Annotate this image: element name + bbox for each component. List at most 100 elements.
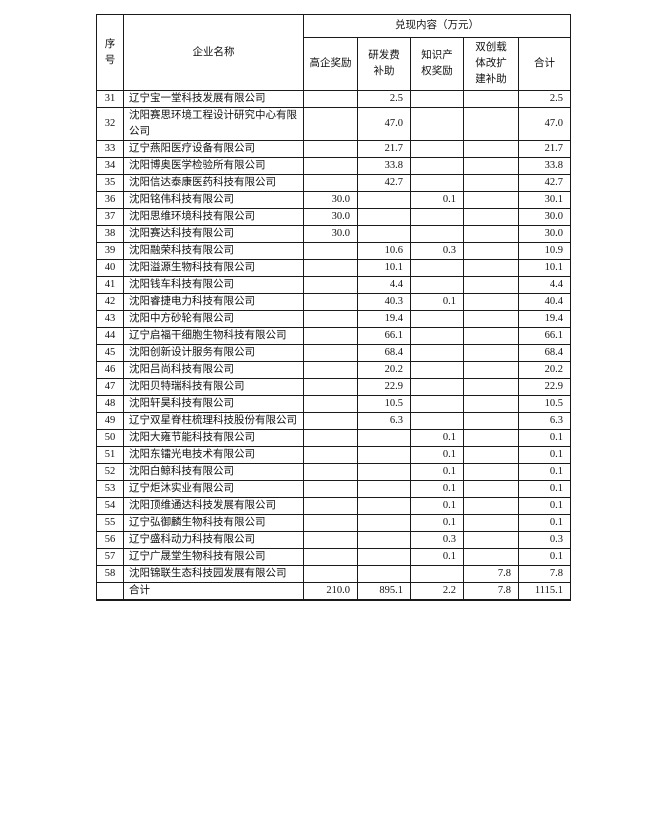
value-cell-3 [463,90,519,108]
value-cell-3 [463,463,519,481]
total-value-cell-1: 895.1 [357,582,411,601]
serial-cell: 39 [96,242,124,260]
serial-cell: 43 [96,310,124,328]
value-cell-1 [357,208,411,226]
table-row-55: 55 辽宁弘御麟生物科技有限公司 0.1 0.1 [96,514,571,532]
value-cell-1: 20.2 [357,361,411,379]
subsidy-table: 序 号 企业名称 兑现内容（万元） 高企奖励 研发费 补助 知识产 权奖励 双创载 体… [96,14,571,601]
serial-cell: 44 [96,327,124,345]
value-cell-0 [303,378,358,396]
serial-cell: 49 [96,412,124,430]
value-cell-1 [357,463,411,481]
header-group-title: 兑现内容（万元） [303,14,571,38]
company-cell: 沈阳东镭光电技术有限公司 [123,446,304,464]
value-cell-3 [463,480,519,498]
value-cell-3 [463,208,519,226]
serial-cell: 35 [96,174,124,192]
value-cell-4: 10.9 [518,242,571,260]
table-row-58: 58 沈阳锦联生态科技园发展有限公司 7.8 7.8 [96,565,571,583]
serial-cell: 50 [96,429,124,447]
table-row-49: 49 辽宁双星脊柱梳理科技股份有限公司 6.3 6.3 [96,412,571,430]
value-cell-2 [410,208,464,226]
value-cell-1: 10.5 [357,395,411,413]
table-row-46: 46 沈阳吕尚科技有限公司 20.2 20.2 [96,361,571,379]
value-cell-2 [410,225,464,243]
total-serial-cell [96,582,124,601]
value-cell-2 [410,259,464,277]
value-cell-0 [303,412,358,430]
table-row-39: 39 沈阳融荣科技有限公司 10.6 0.3 10.9 [96,242,571,260]
company-cell: 沈阳赛思环境工程设计研究中心有限公司 [123,107,304,141]
table-row-47: 47 沈阳贝特瑞科技有限公司 22.9 22.9 [96,378,571,396]
company-cell: 沈阳博奥医学检验所有限公司 [123,157,304,175]
value-cell-0 [303,293,358,311]
total-label-cell: 合计 [123,582,304,601]
header-group-row: 序 号 企业名称 兑现内容（万元） [96,14,571,91]
table-row-53: 53 辽宁炬沐实业有限公司 0.1 0.1 [96,480,571,498]
serial-cell: 40 [96,259,124,277]
value-cell-4: 30.1 [518,191,571,209]
table-row-33: 33 辽宁燕阳医疗设备有限公司 21.7 21.7 [96,140,571,158]
company-cell: 沈阳大雍节能科技有限公司 [123,429,304,447]
value-cell-2: 0.1 [410,191,464,209]
value-cell-1 [357,514,411,532]
value-cell-4: 19.4 [518,310,571,328]
value-cell-2 [410,361,464,379]
serial-cell: 56 [96,531,124,549]
value-cell-4: 0.1 [518,446,571,464]
value-cell-1: 68.4 [357,344,411,362]
serial-cell: 48 [96,395,124,413]
value-cell-3 [463,259,519,277]
value-cell-2 [410,107,464,141]
header-subcolumn-2: 知识产 权奖励 [410,37,464,91]
table-row-41: 41 沈阳钱车科技有限公司 4.4 4.4 [96,276,571,294]
company-cell: 辽宁盛科动力科技有限公司 [123,531,304,549]
value-cell-3 [463,191,519,209]
value-cell-2 [410,140,464,158]
company-cell: 沈阳信达泰康医药科技有限公司 [123,174,304,192]
value-cell-3 [463,225,519,243]
value-cell-2 [410,378,464,396]
value-cell-0 [303,276,358,294]
header-serial: 序 号 [96,14,124,91]
value-cell-3 [463,514,519,532]
value-cell-1: 2.5 [357,90,411,108]
value-cell-4: 30.0 [518,225,571,243]
value-cell-3 [463,344,519,362]
value-cell-2 [410,310,464,328]
value-cell-1: 42.7 [357,174,411,192]
table-row-36: 36 沈阳铭伟科技有限公司 30.0 0.1 30.1 [96,191,571,209]
value-cell-0 [303,344,358,362]
header-company: 企业名称 [123,14,304,91]
value-cell-2: 0.3 [410,531,464,549]
value-cell-4: 0.1 [518,480,571,498]
value-cell-0: 30.0 [303,225,358,243]
value-cell-3 [463,395,519,413]
table-row-48: 48 沈阳轩昊科技有限公司 10.5 10.5 [96,395,571,413]
serial-cell: 47 [96,378,124,396]
company-cell: 沈阳吕尚科技有限公司 [123,361,304,379]
company-cell: 沈阳白鲸科技有限公司 [123,463,304,481]
table-row-54: 54 沈阳顶维通达科技发展有限公司 0.1 0.1 [96,497,571,515]
company-cell: 沈阳溢源生物科技有限公司 [123,259,304,277]
header-subcolumn-3: 双创载 体改扩 建补助 [463,37,519,91]
value-cell-3: 7.8 [463,565,519,583]
value-cell-1 [357,531,411,549]
serial-cell: 36 [96,191,124,209]
company-cell: 沈阳中方砂轮有限公司 [123,310,304,328]
header-subcolumns-row: 高企奖励 研发费 补助 知识产 权奖励 双创载 体改扩 建补助 合计 [97,37,571,91]
value-cell-0 [303,531,358,549]
value-cell-4: 0.3 [518,531,571,549]
value-cell-0 [303,107,358,141]
value-cell-4: 10.1 [518,259,571,277]
value-cell-4: 30.0 [518,208,571,226]
serial-cell: 38 [96,225,124,243]
value-cell-2: 0.1 [410,480,464,498]
value-cell-3 [463,276,519,294]
company-cell: 沈阳赛达科技有限公司 [123,225,304,243]
value-cell-1 [357,497,411,515]
value-cell-4: 20.2 [518,361,571,379]
company-cell: 辽宁炬沐实业有限公司 [123,480,304,498]
value-cell-1 [357,429,411,447]
value-cell-1: 22.9 [357,378,411,396]
